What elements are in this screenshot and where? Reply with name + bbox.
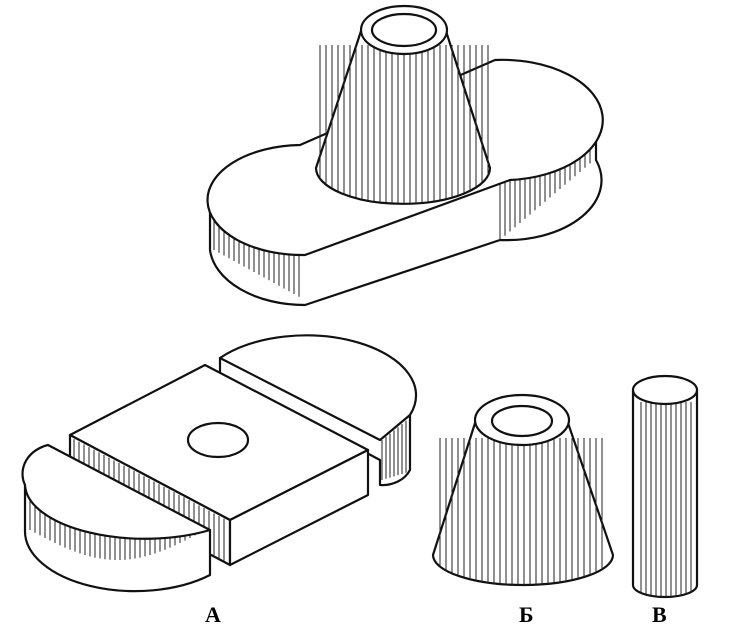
part-a-back-halfdisc-top [218,334,418,442]
part-a-assembly [21,334,418,593]
part-v-hatching [640,402,692,597]
cone-top-hole [370,12,438,48]
part-b-top-hole [490,404,554,438]
part-b-cone-body [431,418,615,587]
part-v-cylinder-body [631,388,699,599]
part-a-hole [186,421,250,459]
part-v-top-face [631,374,699,406]
part-a-back-hatching [381,420,407,480]
part-a-label: А [205,602,221,627]
part-v-label: В [652,602,667,627]
cone-hatching [319,45,489,203]
part-b-label: Б [519,602,534,627]
part-v-cylinder [631,374,699,599]
part-b-hatching [439,438,603,585]
assembled-part [206,4,604,307]
part-b-cone [431,393,615,587]
part-a-block-front-right [228,448,370,567]
part-a-front-halfdisc-top [21,443,212,540]
